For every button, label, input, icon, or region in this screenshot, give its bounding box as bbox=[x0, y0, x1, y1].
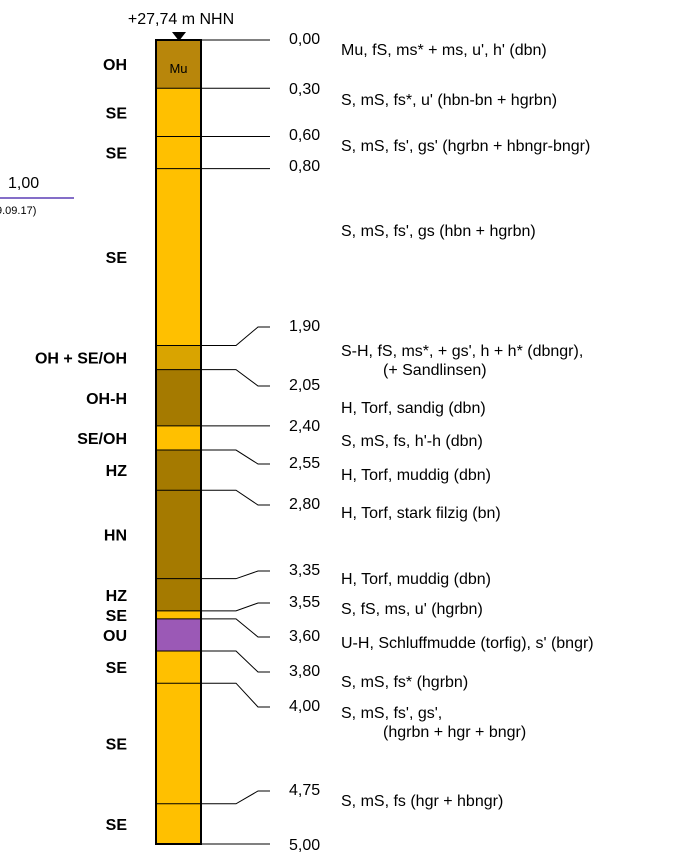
layer-description: H, Torf, muddig (dbn) bbox=[341, 467, 491, 484]
layer-codes: OH SE SE SE OH + SE/OH OH-H SE/OH HZ HN HZ SE OU SE S… bbox=[35, 57, 127, 834]
layer-0 bbox=[156, 40, 201, 89]
depth-label: 0,80 bbox=[289, 158, 320, 175]
leader-line bbox=[201, 618, 270, 638]
layer-4 bbox=[156, 345, 201, 370]
depth-label: 3,35 bbox=[289, 562, 320, 579]
depth-label: 0,00 bbox=[289, 31, 320, 48]
layer-description: H, Torf, stark filzig (bn) bbox=[341, 505, 501, 522]
layer-column: Mu bbox=[155, 39, 202, 845]
layer-description: S, mS, fs', gs', bbox=[341, 705, 442, 722]
leader-line bbox=[201, 570, 270, 580]
layer-code: SE bbox=[106, 660, 128, 677]
water-level-depth: 1,00 bbox=[8, 175, 39, 192]
depth-label: 4,00 bbox=[289, 698, 320, 715]
depth-label: 0,60 bbox=[289, 127, 320, 144]
layer-code: HN bbox=[104, 527, 127, 544]
layer-code: SE bbox=[106, 608, 128, 625]
layer-description: S, mS, fs', gs (hbn + hgrbn) bbox=[341, 223, 536, 240]
layer-code: SE bbox=[106, 817, 128, 834]
leader-line bbox=[201, 682, 270, 708]
leader-line bbox=[201, 326, 270, 347]
depth-label: 4,75 bbox=[289, 782, 320, 799]
layer-code: HZ bbox=[106, 463, 128, 480]
layer-description: H, Torf, sandig (dbn) bbox=[341, 400, 486, 417]
water-level-date: 9.09.17) bbox=[0, 205, 36, 217]
layer-6 bbox=[156, 425, 201, 451]
layer-2 bbox=[156, 136, 201, 169]
leader-line bbox=[201, 489, 270, 506]
layer-description: Mu, fS, ms* + ms, u', h' (dbn) bbox=[341, 42, 547, 59]
layer-description: S, fS, ms, u' (hgrbn) bbox=[341, 601, 483, 618]
layer-description: S, mS, fs* (hgrbn) bbox=[341, 674, 468, 691]
layer-7 bbox=[156, 450, 201, 491]
layer-description: S-H, fS, ms*, + gs', h + h* (dbngr), bbox=[341, 343, 583, 360]
layer-code: OH bbox=[103, 57, 127, 74]
layer-code: SE bbox=[106, 146, 128, 163]
depth-label: 5,00 bbox=[289, 837, 320, 854]
leader-line bbox=[201, 369, 270, 387]
layer-code: OH + SE/OH bbox=[35, 351, 127, 368]
depth-label: 2,80 bbox=[289, 496, 320, 513]
layer-11 bbox=[156, 618, 201, 652]
layer-9 bbox=[156, 578, 201, 611]
leader-line bbox=[201, 449, 270, 465]
depth-label: 3,60 bbox=[289, 628, 320, 645]
layer-description: S, mS, fs (hgr + hbngr) bbox=[341, 793, 503, 810]
layer-1 bbox=[156, 88, 201, 137]
layer-description: S, mS, fs', gs' (hgrbn + hbngr-bngr) bbox=[341, 138, 590, 155]
leader-line bbox=[201, 650, 270, 673]
depth-label: 1,90 bbox=[289, 318, 320, 335]
leader-line bbox=[201, 790, 270, 805]
layer-description: S, mS, fs, h'-h (dbn) bbox=[341, 433, 483, 450]
layer-description-cont: (hgrbn + hgr + bngr) bbox=[383, 724, 526, 741]
layer-code: SE bbox=[106, 250, 128, 267]
layer-code: OH-H bbox=[86, 391, 127, 408]
layer-code: SE bbox=[106, 105, 128, 122]
layer-description-cont: (+ Sandlinsen) bbox=[383, 362, 487, 379]
column-label: Mu bbox=[169, 61, 187, 76]
layer-14 bbox=[156, 803, 201, 844]
depth-label: 3,55 bbox=[289, 594, 320, 611]
depth-label: 2,55 bbox=[289, 455, 320, 472]
depth-and-description: 0,00 0,30 0,60 0,80 1,90 2,05 2,40 2,55 2,80 3,35… bbox=[201, 31, 594, 854]
layer-13 bbox=[156, 683, 201, 804]
layer-5 bbox=[156, 369, 201, 426]
elevation-marker-icon bbox=[172, 32, 186, 41]
layer-description: S, mS, fs*, u' (hbn-bn + hgrbn) bbox=[341, 92, 557, 109]
elevation-label: +27,74 m NHN bbox=[128, 11, 234, 28]
layer-code: HZ bbox=[106, 588, 128, 605]
leader-line bbox=[201, 602, 270, 612]
layer-description: U-H, Schluffmudde (torfig), s' (bngr) bbox=[341, 635, 594, 652]
layer-10 bbox=[156, 610, 201, 619]
layer-8 bbox=[156, 490, 201, 579]
layer-code: SE bbox=[106, 737, 128, 754]
layer-code: SE/OH bbox=[77, 431, 127, 448]
depth-label: 2,40 bbox=[289, 418, 320, 435]
depth-label: 0,30 bbox=[289, 81, 320, 98]
layer-description: H, Torf, muddig (dbn) bbox=[341, 571, 491, 588]
layer-3 bbox=[156, 168, 201, 346]
layer-12 bbox=[156, 651, 201, 684]
depth-label: 2,05 bbox=[289, 377, 320, 394]
layer-code: OU bbox=[103, 628, 127, 645]
depth-label: 3,80 bbox=[289, 663, 320, 680]
